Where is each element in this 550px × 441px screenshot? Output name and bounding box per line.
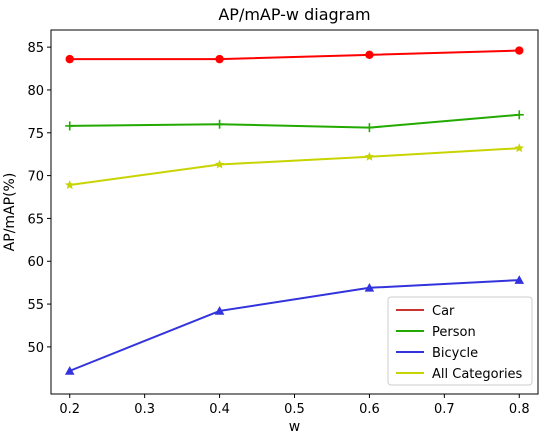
legend: Car Person Bicycle All Categories (387, 296, 533, 386)
series-bicycle (64, 275, 525, 375)
person-point (514, 110, 524, 120)
y-tick-label: 80 (27, 84, 44, 99)
plot-frame (50, 29, 539, 395)
y-tick-label: 75 (27, 127, 44, 142)
y-tick-label: 85 (27, 41, 44, 56)
car-point (515, 46, 524, 55)
bicycle-point (214, 306, 225, 315)
all-categories-point (514, 143, 525, 153)
x-tick-label: 0.8 (509, 402, 530, 417)
car-point (215, 54, 224, 64)
car-point (365, 50, 374, 60)
series-car (65, 46, 524, 64)
bicycle-point (364, 282, 375, 292)
car-point (65, 54, 74, 64)
legend-label: Person (432, 325, 476, 340)
x-tick-label: 0.7 (434, 402, 455, 417)
series-all-categories (64, 143, 525, 190)
x-axis-label: w (289, 419, 300, 435)
x-tick-label: 0.3 (134, 402, 155, 417)
series-line-person (69, 113, 520, 129)
y-axis-label: AP/mAP(%) (2, 173, 18, 252)
bicycle-point (64, 366, 75, 375)
all-categories-point (64, 180, 75, 190)
x-tick-label: 0.6 (359, 402, 380, 417)
legend-box (387, 296, 533, 386)
x-tick-label: 0.4 (209, 402, 230, 417)
series-line-bicycle (69, 279, 520, 372)
series-person (65, 110, 524, 133)
legend-label: Car (432, 304, 455, 319)
person-point (215, 119, 225, 129)
y-tick-label: 50 (27, 341, 44, 356)
series-line-car (69, 49, 520, 61)
y-tick-label: 55 (27, 298, 44, 313)
bicycle-point (514, 275, 525, 284)
y-tick-label: 65 (27, 212, 44, 227)
series-layer (64, 46, 525, 375)
y-tick-label: 60 (27, 255, 44, 270)
legend-label: All Categories (432, 367, 523, 382)
all-categories-point (214, 159, 225, 169)
series-line-all-categories (69, 147, 520, 187)
x-tick-label: 0.5 (284, 402, 305, 417)
legend-label: Bicycle (432, 346, 478, 361)
chart-title: AP/mAP-w diagram (218, 5, 370, 24)
all-categories-point (364, 151, 375, 161)
x-axis-ticks: 0.2 0.3 0.4 0.5 0.6 0.7 0.8 (59, 394, 530, 417)
person-point (65, 121, 75, 131)
y-tick-label: 70 (27, 170, 44, 185)
y-axis-ticks: 50 55 60 65 70 75 80 85 (27, 41, 51, 356)
person-point (364, 123, 374, 133)
x-tick-label: 0.2 (59, 402, 80, 417)
